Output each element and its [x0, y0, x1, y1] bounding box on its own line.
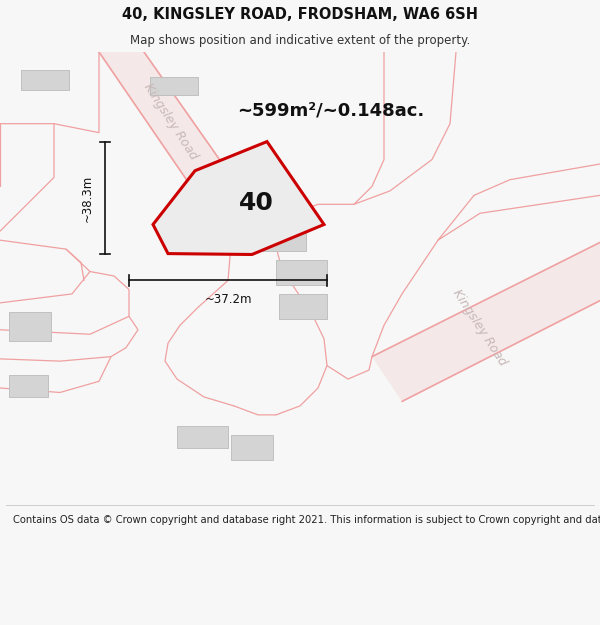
Polygon shape: [177, 426, 228, 449]
Text: Contains OS data © Crown copyright and database right 2021. This information is : Contains OS data © Crown copyright and d…: [13, 515, 600, 525]
Polygon shape: [279, 294, 327, 319]
Polygon shape: [21, 70, 69, 90]
Polygon shape: [99, 52, 273, 244]
Polygon shape: [201, 169, 240, 191]
Polygon shape: [9, 312, 51, 341]
Text: 40: 40: [239, 191, 274, 214]
Polygon shape: [198, 191, 231, 211]
Polygon shape: [372, 242, 600, 401]
Text: ~37.2m: ~37.2m: [204, 293, 252, 306]
Text: Kingsley Road: Kingsley Road: [142, 81, 200, 162]
Polygon shape: [255, 227, 306, 251]
Polygon shape: [276, 261, 327, 285]
Polygon shape: [153, 142, 324, 254]
Text: ~599m²/~0.148ac.: ~599m²/~0.148ac.: [237, 101, 424, 119]
Polygon shape: [150, 77, 198, 94]
Polygon shape: [216, 217, 252, 241]
Polygon shape: [231, 435, 273, 459]
Text: Kingsley Road: Kingsley Road: [451, 287, 509, 368]
Text: 40, KINGSLEY ROAD, FRODSHAM, WA6 6SH: 40, KINGSLEY ROAD, FRODSHAM, WA6 6SH: [122, 7, 478, 22]
Text: Map shows position and indicative extent of the property.: Map shows position and indicative extent…: [130, 34, 470, 47]
Polygon shape: [9, 374, 48, 397]
Text: ~38.3m: ~38.3m: [81, 174, 94, 222]
